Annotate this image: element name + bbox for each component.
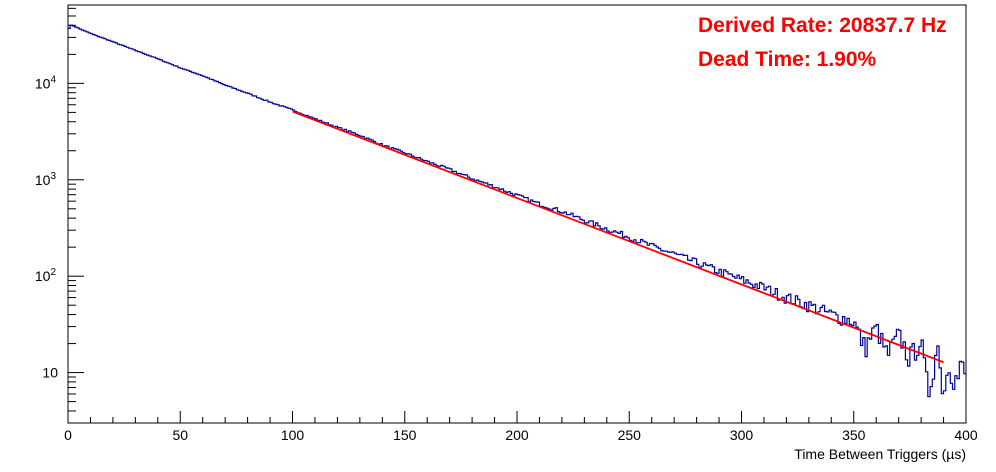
histogram-series (68, 24, 966, 398)
x-tick-label: 400 (954, 427, 978, 443)
x-tick-label: 50 (172, 427, 188, 443)
y-tick-label: 102 (35, 267, 57, 284)
x-tick-label: 250 (618, 427, 642, 443)
derived-rate-annotation: Derived Rate: 20837.7 Hz (698, 14, 947, 37)
x-tick-label: 350 (842, 427, 866, 443)
x-tick-label: 150 (393, 427, 417, 443)
x-tick-label: 100 (281, 427, 305, 443)
y-tick-label: 103 (35, 171, 57, 188)
x-tick-label: 200 (505, 427, 529, 443)
y-tick-label: 10 (42, 365, 58, 381)
y-axis: 10 102 103 104 (35, 7, 84, 424)
series-layer (68, 24, 966, 398)
x-tick-label: 300 (730, 427, 754, 443)
dead-time-annotation: Dead Time: 1.90% (698, 48, 877, 71)
x-axis: 0 50 100 150 200 250 300 350 400 (64, 411, 978, 443)
y-tick-label: 104 (35, 74, 57, 91)
x-tick-label: 0 (64, 427, 72, 443)
x-axis-label: Time Between Triggers (µs) (794, 446, 966, 462)
fit-line (292, 110, 944, 364)
